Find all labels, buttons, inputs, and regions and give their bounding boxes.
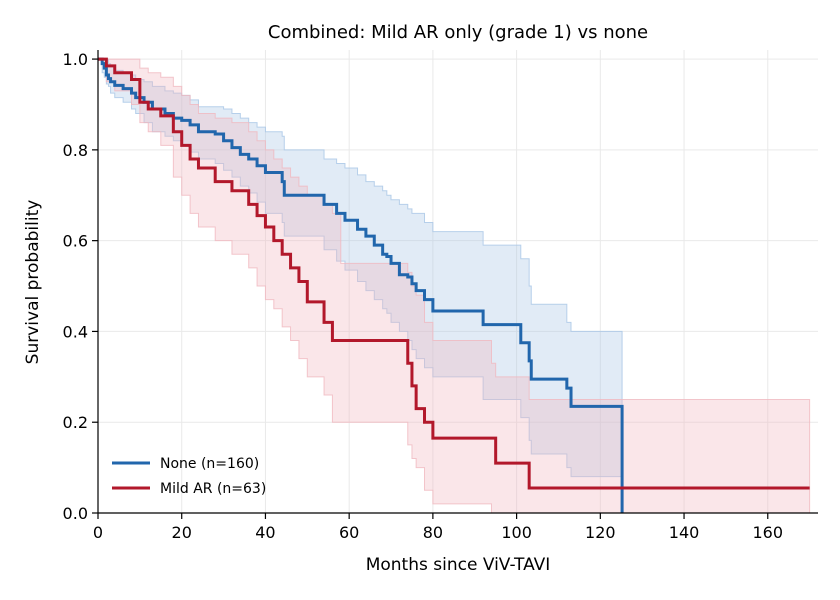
y-tick-label: 0.4 xyxy=(63,322,88,341)
grid-layer xyxy=(97,50,818,514)
chart-title: Combined: Mild AR only (grade 1) vs none xyxy=(268,22,648,43)
axes xyxy=(97,50,818,514)
survival-curve-mild-ar xyxy=(98,57,810,490)
x-tick-label: 140 xyxy=(669,523,700,542)
legend-label-none: None (n=160) xyxy=(160,456,259,472)
confidence-bands xyxy=(98,58,811,514)
survival-curves xyxy=(98,57,810,513)
y-tick-label: 1.0 xyxy=(63,50,88,69)
legend: None (n=160) Mild AR (n=63) xyxy=(112,456,266,497)
y-tick-label: 0.0 xyxy=(63,504,88,523)
x-tick-label: 40 xyxy=(255,523,275,542)
x-tick-label: 20 xyxy=(172,523,192,542)
legend-label-mild-ar: Mild AR (n=63) xyxy=(160,481,266,497)
y-tick-label: 0.6 xyxy=(63,232,88,251)
x-axis-label: Months since ViV-TAVI xyxy=(366,555,551,575)
y-tick-label: 0.2 xyxy=(63,413,88,432)
y-axis-label: Survival probability xyxy=(23,200,43,365)
x-tick-label: 160 xyxy=(752,523,783,542)
x-tick-label: 120 xyxy=(585,523,616,542)
survival-curve-none xyxy=(98,57,624,513)
x-tick-label: 80 xyxy=(423,523,443,542)
x-tick-label: 100 xyxy=(501,523,532,542)
ci-band-none xyxy=(98,58,623,513)
y-tick-label: 0.8 xyxy=(63,141,88,160)
x-tick-label: 0 xyxy=(93,523,103,542)
tick-labels: 0 20 40 60 80 100 120 140 160 0.0 0.2 0.4 0.6 0.8 1.0 xyxy=(63,50,783,542)
x-tick-label: 60 xyxy=(339,523,359,542)
